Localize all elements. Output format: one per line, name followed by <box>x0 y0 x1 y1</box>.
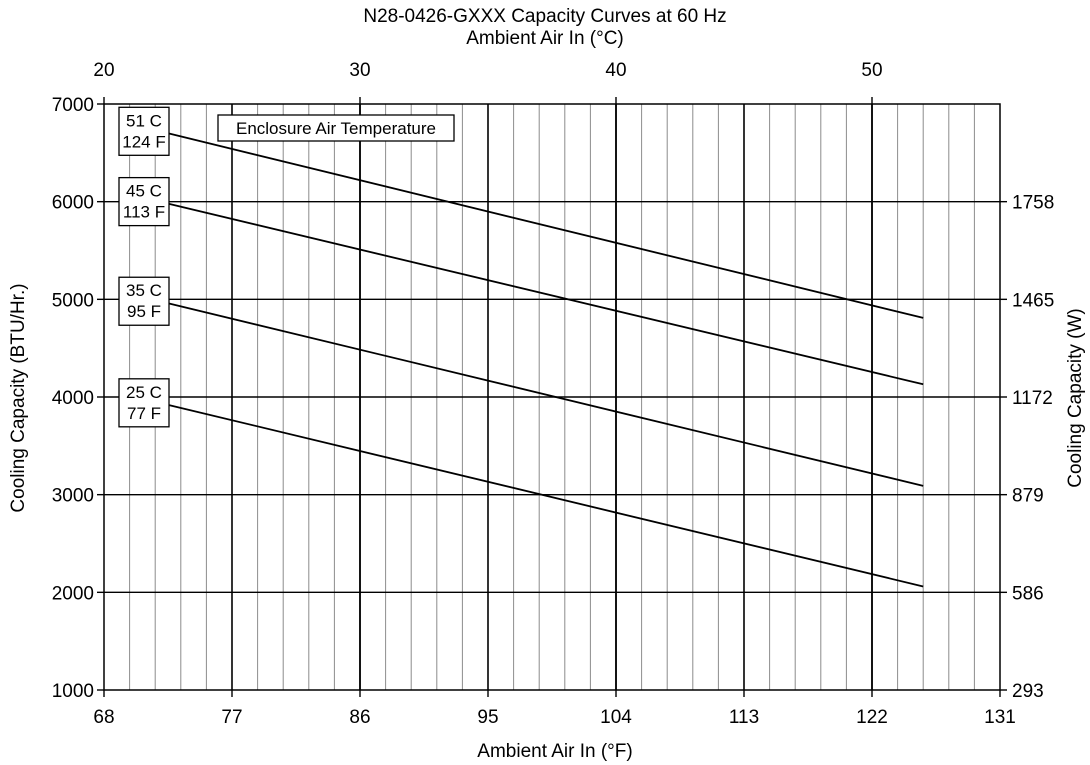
curve-label-box <box>118 176 170 227</box>
x-tick-label: 86 <box>349 707 370 728</box>
right-axis-title: Cooling Capacity (W) <box>1065 308 1086 488</box>
y-axis-title: Cooling Capacity (BTU/Hr.) <box>8 283 29 512</box>
chart-title: N28-0426-GXXX Capacity Curves at 60 Hz <box>363 6 726 27</box>
series-line <box>167 132 924 319</box>
x-tick-label: 131 <box>984 707 1016 728</box>
series-line <box>167 403 924 588</box>
top-tick-label: 40 <box>605 60 626 81</box>
curve-label: 95 F <box>127 302 161 321</box>
top-tick-label: 20 <box>93 60 114 81</box>
curve-label-box <box>118 106 170 156</box>
right-tick-label: 879 <box>1012 486 1044 507</box>
curve-label-box <box>118 378 170 428</box>
x-tick-label: 113 <box>729 707 759 728</box>
ticks-layer: 68 77 86 95 104 113 122 131 20 30 40 50 1000 2000 3000… <box>52 60 1055 728</box>
y-tick-label: 2000 <box>52 583 94 604</box>
curve-label: 35 C <box>126 281 162 300</box>
major-grid <box>104 104 1000 690</box>
y-tick-label: 3000 <box>52 486 94 507</box>
series-1: 51 C 124 F <box>118 106 924 319</box>
curve-label: 45 C <box>126 182 162 201</box>
right-tick-label: 1758 <box>1012 193 1054 214</box>
top-axis-title: Ambient Air In (°C) <box>466 28 624 49</box>
y-tick-label: 4000 <box>52 388 94 409</box>
x-tick-label: 77 <box>221 707 242 728</box>
y-tick-label: 1000 <box>52 681 94 702</box>
x-tick-label: 122 <box>856 707 888 728</box>
x-axis-title: Ambient Air In (°F) <box>477 741 632 762</box>
series-2: 45 C 113 F <box>118 176 924 386</box>
top-tick-label: 50 <box>861 60 882 81</box>
right-tick-label: 293 <box>1012 681 1044 702</box>
y-tick-label: 5000 <box>52 290 94 311</box>
y-tick-label: 6000 <box>52 193 94 214</box>
curve-label: 124 F <box>122 132 165 151</box>
curve-label: 25 C <box>126 383 162 402</box>
x-tick-label: 95 <box>477 707 498 728</box>
legend-box: Enclosure Air Temperature <box>217 114 455 142</box>
curve-label: 51 C <box>126 111 162 130</box>
series-line <box>167 202 924 386</box>
curve-label: 77 F <box>127 404 161 423</box>
series-layer: 51 C 124 F 45 C 113 F 35 C 95 F 25 C 77 F <box>118 106 924 588</box>
top-tick-label: 30 <box>349 60 370 81</box>
right-tick-label: 1465 <box>1012 290 1054 311</box>
series-3: 35 C 95 F <box>118 276 924 487</box>
y-tick-label: 7000 <box>52 95 94 116</box>
legend-title: Enclosure Air Temperature <box>236 119 436 138</box>
series-line <box>167 302 924 487</box>
right-tick-label: 586 <box>1012 583 1044 604</box>
curve-label-box <box>118 276 170 326</box>
right-tick-label: 1172 <box>1012 388 1053 409</box>
series-4: 25 C 77 F <box>118 378 924 588</box>
x-tick-label: 104 <box>600 707 632 728</box>
curve-label: 113 F <box>123 203 165 222</box>
x-tick-label: 68 <box>93 707 114 728</box>
